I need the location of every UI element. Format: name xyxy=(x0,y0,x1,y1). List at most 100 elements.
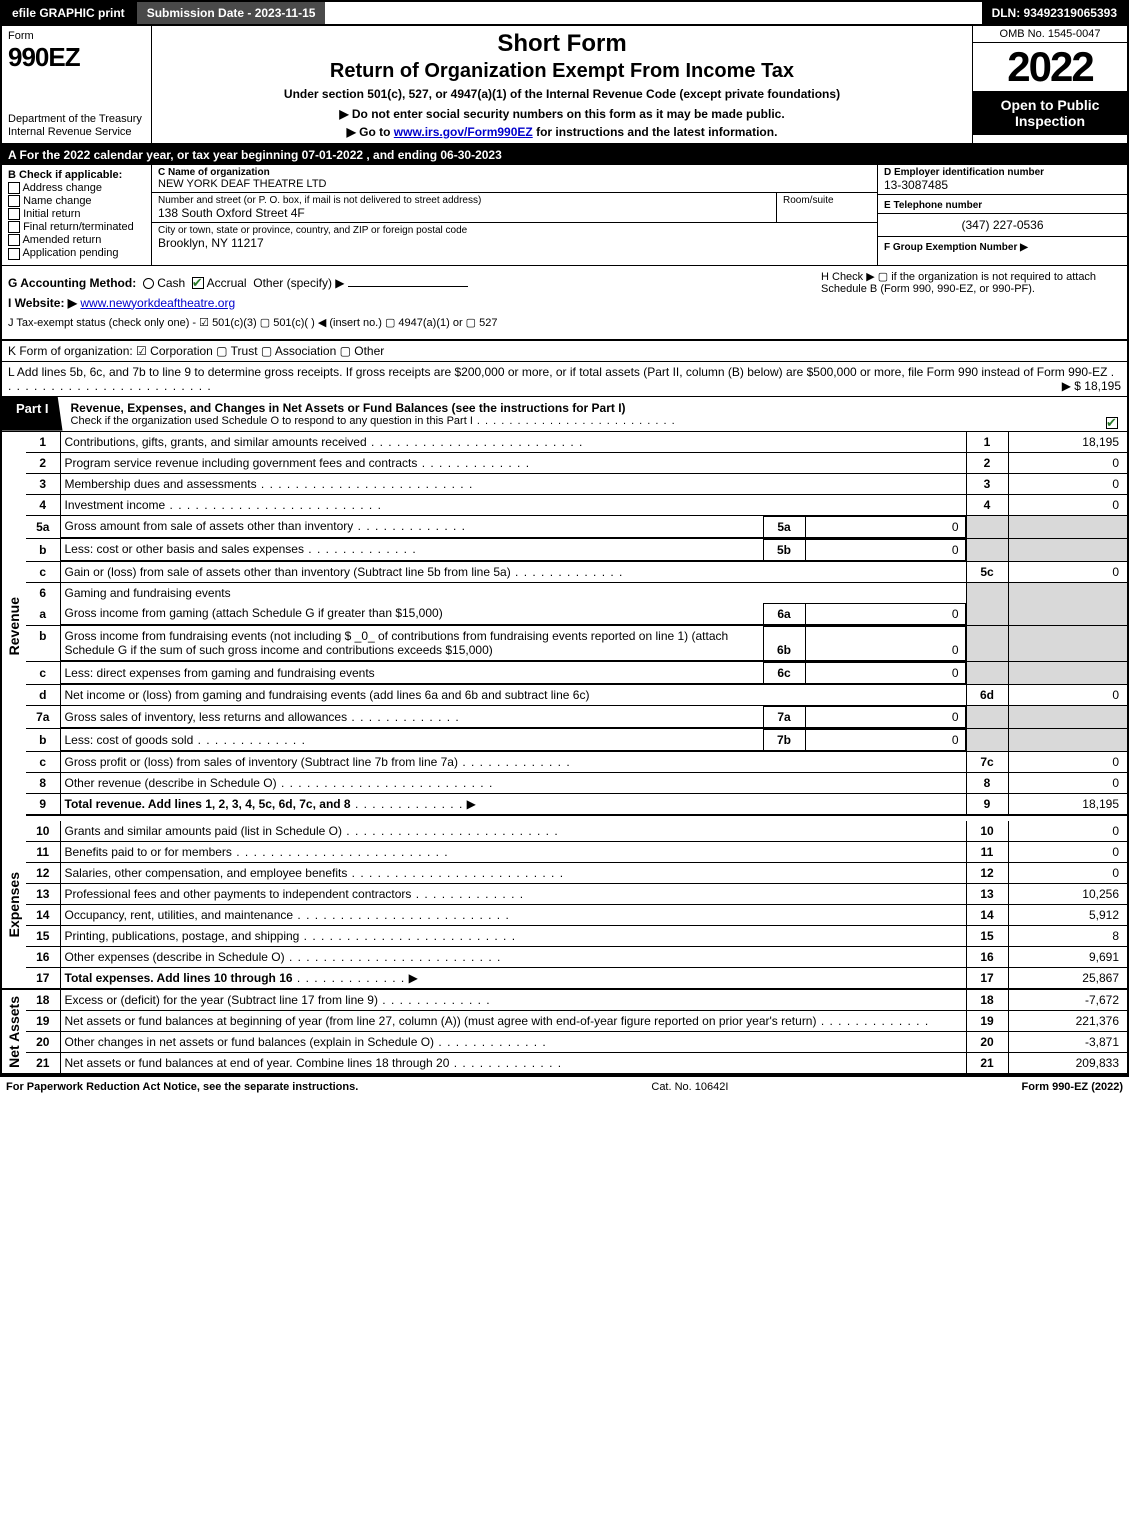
line-6b-no: b xyxy=(26,625,60,662)
col-b-header: B Check if applicable: xyxy=(8,169,145,181)
footer-right: Form 990-EZ (2022) xyxy=(1022,1081,1123,1093)
line-17-desc: Total expenses. Add lines 10 through 16 … xyxy=(60,968,966,990)
row-l-amount: ▶ $ 18,195 xyxy=(1062,379,1121,393)
line-15-amt: 8 xyxy=(1008,926,1128,947)
dln-label: DLN: 93492319065393 xyxy=(982,2,1127,24)
line-6b-shade xyxy=(966,625,1008,662)
line-21-amt: 209,833 xyxy=(1008,1053,1128,1075)
row-l: L Add lines 5b, 6c, and 7b to line 9 to … xyxy=(0,362,1129,397)
org-name-label: C Name of organization xyxy=(158,167,871,178)
header-note-link: ▶ Go to www.irs.gov/Form990EZ for instru… xyxy=(162,125,962,139)
line-16-amt: 9,691 xyxy=(1008,947,1128,968)
line-21-no: 21 xyxy=(26,1053,60,1075)
line-20-box: 20 xyxy=(966,1032,1008,1053)
line-5b-ibox: 5b xyxy=(763,539,805,560)
g-label: G Accounting Method: xyxy=(8,276,136,290)
line-12-no: 12 xyxy=(26,863,60,884)
line-7c-amt: 0 xyxy=(1008,752,1128,773)
line-5a-ibox: 5a xyxy=(763,516,805,537)
radio-cash[interactable] xyxy=(143,278,154,289)
line-16-desc: Other expenses (describe in Schedule O) xyxy=(60,947,966,968)
line-17-no: 17 xyxy=(26,968,60,990)
line-6b-ibox: 6b xyxy=(763,626,805,661)
ein-label: D Employer identification number xyxy=(884,167,1121,178)
chk-amended-return[interactable]: Amended return xyxy=(8,234,145,246)
line-18-no: 18 xyxy=(26,989,60,1011)
line-7b-shade xyxy=(966,729,1008,752)
line-12-amt: 0 xyxy=(1008,863,1128,884)
website-link[interactable]: www.newyorkdeaftheatre.org xyxy=(80,296,235,310)
chk-address-change[interactable]: Address change xyxy=(8,182,145,194)
line-1-no: 1 xyxy=(26,432,60,453)
line-9-box: 9 xyxy=(966,794,1008,816)
efile-label[interactable]: efile GRAPHIC print xyxy=(2,2,135,24)
open-public-inspection: Open to Public Inspection xyxy=(973,91,1127,135)
line-15-box: 15 xyxy=(966,926,1008,947)
chk-application-pending[interactable]: Application pending xyxy=(8,247,145,259)
line-6c-desc: Less: direct expenses from gaming and fu… xyxy=(60,662,966,685)
part-i-sub: Check if the organization used Schedule … xyxy=(71,415,473,427)
line-10-box: 10 xyxy=(966,821,1008,842)
line-6a-no: a xyxy=(26,603,60,626)
d-ein: D Employer identification number 13-3087… xyxy=(878,165,1127,195)
form-header: Form 990EZ Department of the Treasury In… xyxy=(0,26,1129,145)
footer-left: For Paperwork Reduction Act Notice, see … xyxy=(6,1081,358,1093)
line-7b-ibox: 7b xyxy=(763,730,805,751)
line-6d-no: d xyxy=(26,685,60,706)
f-group-exemption: F Group Exemption Number ▶ xyxy=(878,237,1127,255)
org-name-row: C Name of organization NEW YORK DEAF THE… xyxy=(152,165,877,193)
line-6a-desc: Gross income from gaming (attach Schedul… xyxy=(60,603,966,626)
city-row: City or town, state or province, country… xyxy=(152,223,877,252)
line-6b-ival: 0 xyxy=(805,626,965,661)
line-2-desc: Program service revenue including govern… xyxy=(60,452,966,473)
line-4-box: 4 xyxy=(966,494,1008,515)
section-bcdef: B Check if applicable: Address change Na… xyxy=(0,165,1129,266)
part-i-checkbox[interactable] xyxy=(1097,397,1127,431)
other-specify: Other (specify) ▶ xyxy=(253,276,344,290)
line-15-desc: Printing, publications, postage, and shi… xyxy=(60,926,966,947)
row-h: H Check ▶ ▢ if the organization is not r… xyxy=(821,270,1121,295)
line-6c-shade xyxy=(966,662,1008,685)
line-3-desc: Membership dues and assessments xyxy=(60,473,966,494)
line-5b-amtshade xyxy=(1008,538,1128,561)
line-11-amt: 0 xyxy=(1008,842,1128,863)
chk-initial-return[interactable]: Initial return xyxy=(8,208,145,220)
tax-year: 2022 xyxy=(973,43,1127,91)
line-8-box: 8 xyxy=(966,773,1008,794)
line-6a-amtshade xyxy=(1008,603,1128,626)
line-6d-desc: Net income or (loss) from gaming and fun… xyxy=(60,685,966,706)
line-7b-amtshade xyxy=(1008,729,1128,752)
title-short-form: Short Form xyxy=(162,30,962,58)
form-number: 990EZ xyxy=(8,42,145,73)
row-j: J Tax-exempt status (check only one) - ☑… xyxy=(8,316,1121,329)
addr-value: 138 South Oxford Street 4F xyxy=(158,206,770,220)
addr-label: Number and street (or P. O. box, if mail… xyxy=(158,195,770,206)
line-5a-amtshade xyxy=(1008,515,1128,538)
line-6c-amtshade xyxy=(1008,662,1128,685)
title-return: Return of Organization Exempt From Incom… xyxy=(162,60,962,83)
line-6a-shade xyxy=(966,603,1008,626)
row-i: I Website: ▶ www.newyorkdeaftheatre.org xyxy=(8,296,1121,310)
header-note-ssn: ▶ Do not enter social security numbers o… xyxy=(162,107,962,121)
chk-name-change[interactable]: Name change xyxy=(8,195,145,207)
line-18-amt: -7,672 xyxy=(1008,989,1128,1011)
line-7b-ival: 0 xyxy=(805,730,965,751)
chk-accrual[interactable] xyxy=(192,277,204,289)
line-5b-no: b xyxy=(26,538,60,561)
line-14-desc: Occupancy, rent, utilities, and maintena… xyxy=(60,905,966,926)
line-3-box: 3 xyxy=(966,473,1008,494)
line-20-amt: -3,871 xyxy=(1008,1032,1128,1053)
line-7b-desc: Less: cost of goods sold 7b 0 xyxy=(60,729,966,752)
website-label: I Website: ▶ xyxy=(8,296,77,310)
irs-link[interactable]: www.irs.gov/Form990EZ xyxy=(394,125,533,139)
other-underline[interactable] xyxy=(348,286,468,287)
line-14-amt: 5,912 xyxy=(1008,905,1128,926)
line-10-amt: 0 xyxy=(1008,821,1128,842)
accrual-label: Accrual xyxy=(207,276,247,290)
line-20-desc: Other changes in net assets or fund bala… xyxy=(60,1032,966,1053)
lines-table: Revenue 1 Contributions, gifts, grants, … xyxy=(0,432,1129,1076)
sidelabel-expenses: Expenses xyxy=(1,821,26,989)
line-5a-no: 5a xyxy=(26,515,60,538)
chk-final-return[interactable]: Final return/terminated xyxy=(8,221,145,233)
omb-number: OMB No. 1545-0047 xyxy=(973,26,1127,43)
